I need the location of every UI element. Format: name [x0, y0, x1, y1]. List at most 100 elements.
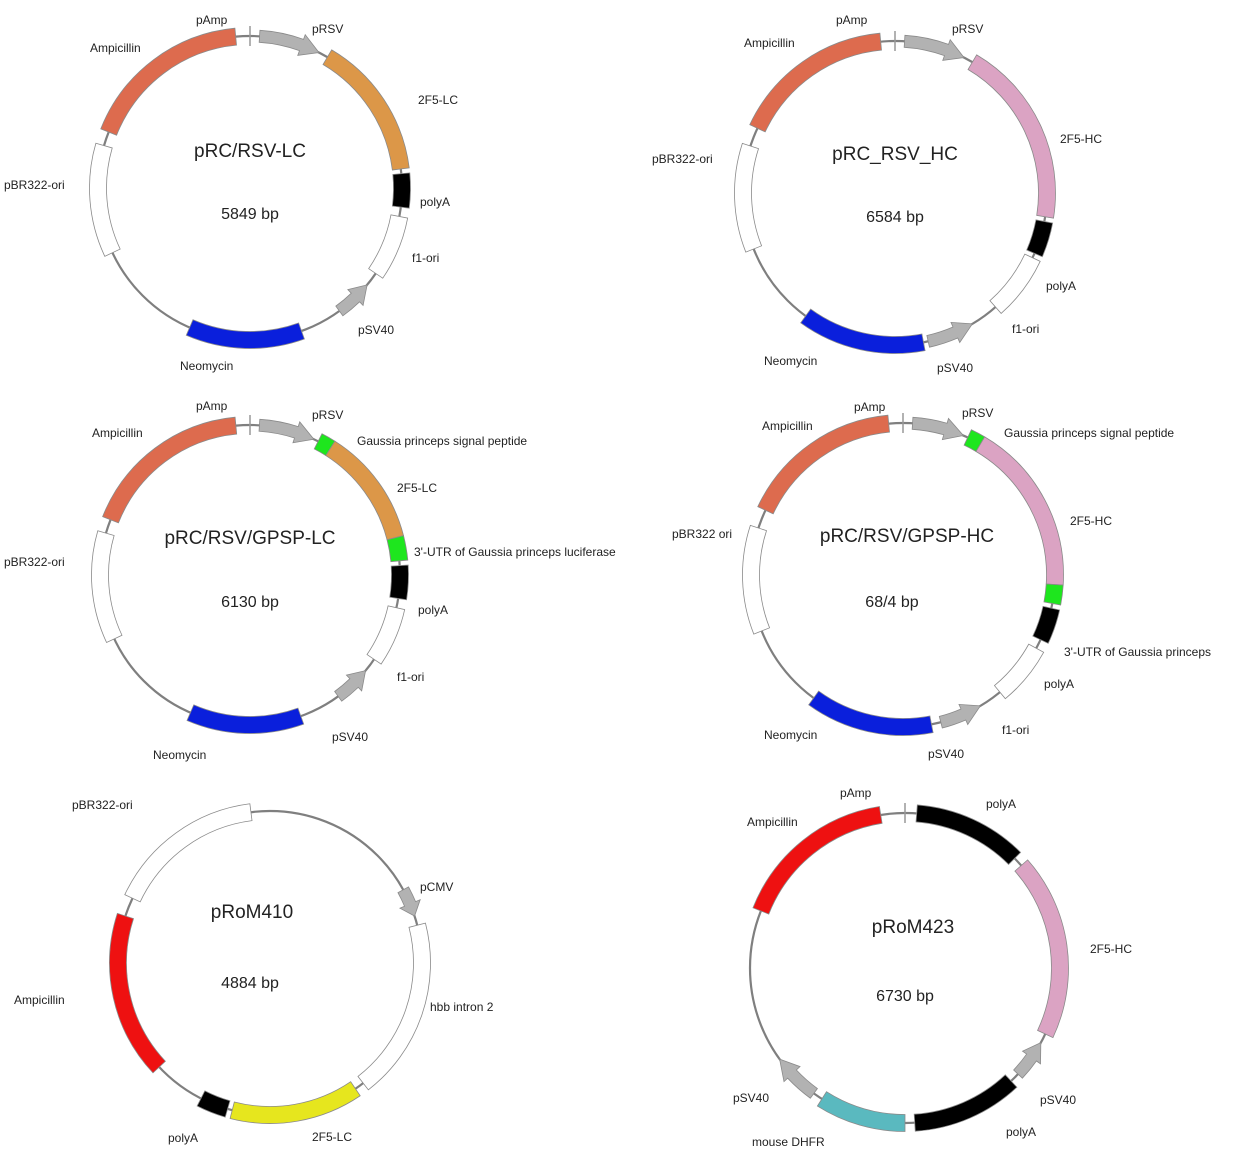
feature-prsv: [911, 416, 965, 441]
feature-neomycin: [185, 319, 305, 349]
plasmid-name: pRC_RSV_HC: [832, 144, 958, 165]
feature-2f5-hc: [975, 436, 1064, 586]
feature-mouse-dhfr: [816, 1091, 906, 1132]
feature-psv40: [335, 284, 368, 317]
feature-2f5-lc: [229, 1081, 361, 1124]
feature-prsv: [258, 29, 320, 56]
plasmid-size: 6130 bp: [221, 594, 279, 611]
feature-label-2f5-hc: 2F5-HC: [1090, 942, 1132, 956]
feature-neomycin: [186, 704, 305, 734]
feature-segments: [89, 26, 411, 349]
feature-pcmv: [397, 886, 421, 917]
feature-ampicillin: [749, 32, 882, 133]
plasmid-map-prom410: pRoM410 4884 bp pCMV hbb intron 2 2F5-LC…: [14, 798, 494, 1145]
feature-label-prsv: pRSV: [312, 408, 343, 422]
feature-3-utr-of-gaussia-princeps-luciferase: [386, 535, 409, 563]
feature-label-psv40: pSV40: [928, 747, 964, 761]
feature-polya: [913, 1074, 1018, 1132]
feature-label-pamp: pAmp: [854, 400, 886, 414]
feature-label-ampicillin: Ampicillin: [747, 815, 798, 829]
feature-polya: [196, 1090, 231, 1118]
feature-label-pamp: pAmp: [840, 786, 872, 800]
feature-pbr322-ori: [124, 803, 253, 903]
feature-ampicillin: [100, 27, 237, 136]
feature-polya: [915, 804, 1022, 865]
feature-label-pbr322-ori: pBR322-ori: [4, 178, 65, 192]
feature-2f5-lc: [322, 49, 410, 171]
feature-label-neomycin: Neomycin: [153, 748, 206, 762]
feature-label-pbr322-ori: pBR322-ori: [72, 798, 133, 812]
feature-label-neomycin: Neomycin: [764, 728, 817, 742]
feature-segments: [734, 31, 1056, 354]
feature-2f5-hc: [967, 54, 1056, 219]
feature-f1-ori: [989, 253, 1041, 314]
plasmid-name: pRoM423: [872, 917, 954, 938]
feature-label-prsv: pRSV: [962, 406, 993, 420]
plasmid-name: pRC/RSV/GPSP-HC: [820, 526, 994, 547]
feature-label-prsv: pRSV: [312, 22, 343, 36]
plasmid-size: 6584 bp: [866, 209, 924, 226]
feature-pbr322-ori: [734, 142, 763, 253]
feature-label-pamp: pAmp: [196, 13, 228, 27]
feature-pbr322-ori: [91, 530, 123, 644]
feature-neomycin: [800, 308, 926, 354]
feature-psv40: [1013, 1042, 1042, 1079]
feature-label-polya: polyA: [1046, 279, 1076, 293]
feature-2f5-lc: [325, 440, 405, 541]
feature-f1-ori: [368, 214, 409, 279]
feature-label-ampicillin: Ampicillin: [744, 36, 795, 50]
feature-label-pbr322-ori: pBR322 ori: [672, 527, 732, 541]
feature-label-f1-ori: f1-ori: [412, 251, 439, 265]
feature-label-polya: polyA: [418, 603, 448, 617]
feature-label-signal-peptide: Gaussia princeps signal peptide: [357, 434, 527, 448]
plasmid-size: 4884 bp: [221, 975, 279, 992]
feature-label-f1-ori: f1-ori: [397, 670, 424, 684]
feature-label-2f5-lc: 2F5-LC: [312, 1130, 352, 1144]
feature-polya: [1032, 605, 1061, 644]
feature-label-psv40-right: pSV40: [1040, 1093, 1076, 1107]
feature-label-polya: polyA: [420, 195, 450, 209]
plasmid-map-prc-rsv-gpsp-hc: pRC/RSV/GPSP-HC 68/4 bp pAmp pRSV Gaussi…: [672, 400, 1211, 761]
feature-label-pbr322-ori: pBR322-ori: [4, 555, 65, 569]
feature-label-psv40: pSV40: [332, 730, 368, 744]
feature-label-2f5-lc: 2F5-LC: [397, 481, 437, 495]
feature-label-3utr: 3'-UTR of Gaussia princeps luciferase: [414, 545, 616, 559]
feature-psv40: [779, 1058, 818, 1099]
feature-ampicillin: [109, 912, 166, 1074]
feature-label-signal-peptide: Gaussia princeps signal peptide: [1004, 426, 1174, 440]
feature-ampicillin: [757, 414, 890, 515]
feature-label-psv40: pSV40: [937, 361, 973, 375]
feature-segments: [742, 413, 1064, 736]
feature-segments: [91, 415, 409, 734]
feature-label-2f5-lc: 2F5-LC: [418, 93, 458, 107]
feature-label-pbr322-ori: pBR322-ori: [652, 152, 713, 166]
feature-label-pamp: pAmp: [836, 13, 868, 27]
feature-label-3utr: 3'-UTR of Gaussia princeps: [1064, 645, 1211, 659]
feature-ampicillin: [752, 806, 883, 915]
feature-f1-ori: [993, 643, 1045, 700]
feature-label-psv40-left: pSV40: [733, 1091, 769, 1105]
feature-label-prsv: pRSV: [952, 22, 983, 36]
feature-polya: [389, 564, 409, 601]
feature-label-neomycin: Neomycin: [764, 354, 817, 368]
feature-prsv: [258, 418, 315, 444]
feature-neomycin: [808, 690, 934, 736]
feature-polya: [1026, 219, 1054, 258]
feature-label-2f5-hc: 2F5-HC: [1070, 514, 1112, 528]
feature-3-utr-of-gaussia-princeps: [1043, 583, 1064, 606]
feature-label-f1-ori: f1-ori: [1002, 723, 1029, 737]
feature-segments: [752, 803, 1069, 1132]
feature-label-hbb-intron: hbb intron 2: [430, 1000, 494, 1014]
feature-psv40: [926, 321, 974, 348]
feature-label-f1-ori: f1-ori: [1012, 322, 1039, 336]
plasmid-map-prc-rsv-gpsp-lc: pRC/RSV/GPSP-LC 6130 bp pAmp pRSV Gaussi…: [4, 399, 616, 762]
feature-label-polya-bottom: polyA: [1006, 1125, 1036, 1139]
feature-label-ampicillin: Ampicillin: [14, 993, 65, 1007]
feature-label-polya: polyA: [1044, 677, 1074, 691]
feature-psv40: [938, 703, 982, 729]
plasmid-map-prc-rsv-hc: pRC_RSV_HC 6584 bp pAmp pRSV 2F5-HC poly…: [652, 13, 1102, 375]
plasmid-size: 68/4 bp: [865, 594, 918, 611]
feature-label-2f5-hc: 2F5-HC: [1060, 132, 1102, 146]
feature-label-ampicillin: Ampicillin: [762, 419, 813, 433]
